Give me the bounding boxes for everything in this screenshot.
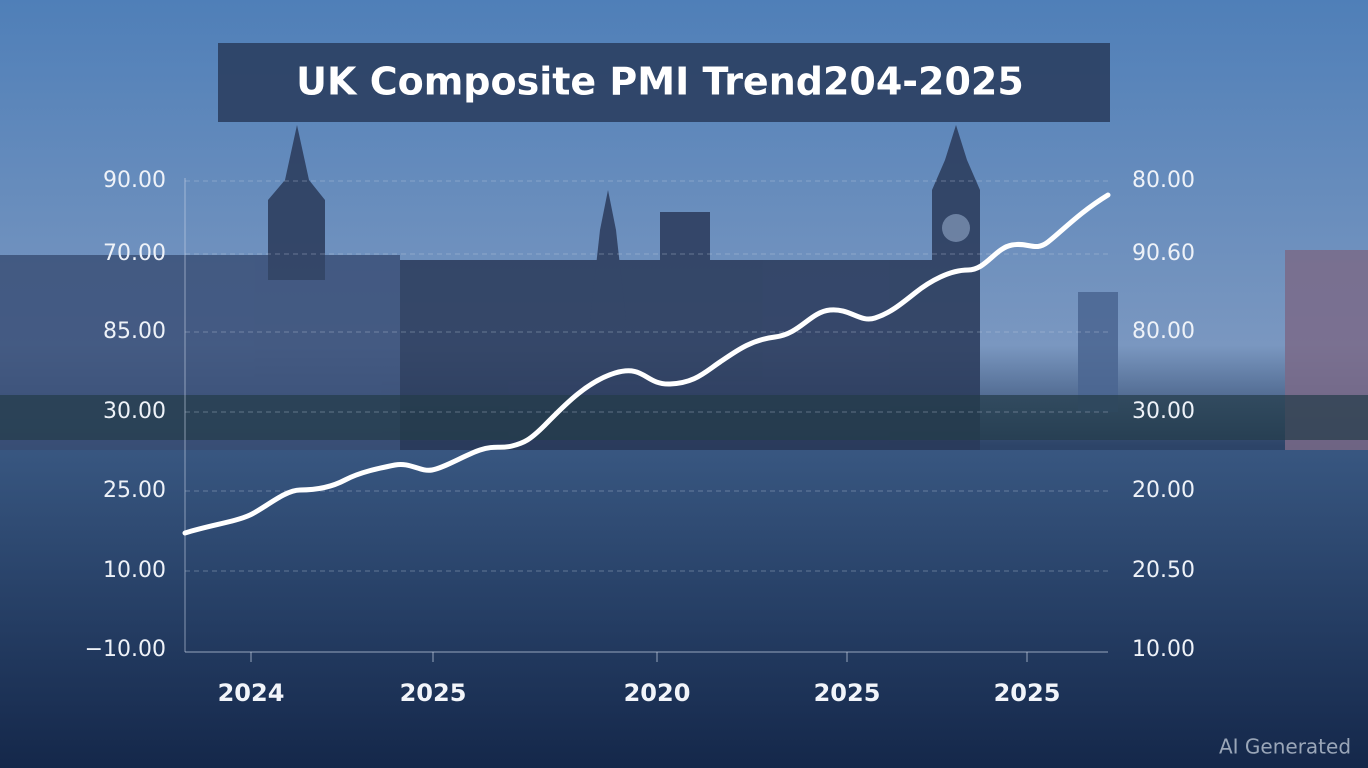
watermark: AI Generated bbox=[1219, 735, 1351, 759]
x-axis-label: 2025 bbox=[994, 679, 1061, 707]
title-box bbox=[218, 43, 1110, 122]
right-axis-label: 80.00 bbox=[1132, 168, 1195, 193]
right-axis-label: 20.00 bbox=[1132, 478, 1195, 503]
grid bbox=[185, 180, 1108, 572]
left-axis-label: 90.00 bbox=[103, 168, 166, 193]
trend-line bbox=[182, 192, 1111, 536]
right-axis-label: 80.00 bbox=[1132, 319, 1195, 344]
river bbox=[0, 450, 1368, 768]
x-axis-label: 2020 bbox=[624, 679, 691, 707]
x-ticks bbox=[250, 652, 1028, 662]
left-axis-label: 10.00 bbox=[103, 558, 166, 583]
x-axis-label: 2024 bbox=[218, 679, 285, 707]
left-axis-label: 85.00 bbox=[103, 319, 166, 344]
right-axis-label: 30.00 bbox=[1132, 399, 1195, 424]
x-axis-label: 2025 bbox=[400, 679, 467, 707]
left-axis-label: 30.00 bbox=[103, 399, 166, 424]
left-axis-label: 70.00 bbox=[103, 241, 166, 266]
bridge bbox=[0, 395, 1368, 440]
x-axis-label: 2025 bbox=[814, 679, 881, 707]
right-axis-label: 10.00 bbox=[1132, 637, 1195, 662]
left-axis-label: 25.00 bbox=[103, 478, 166, 503]
right-axis-label: 20.50 bbox=[1132, 558, 1195, 583]
title: UK Composite PMI Trend204-2025 bbox=[296, 60, 1024, 104]
right-axis-label: 90.60 bbox=[1132, 241, 1195, 266]
left-axis-label: −10.00 bbox=[85, 637, 166, 662]
